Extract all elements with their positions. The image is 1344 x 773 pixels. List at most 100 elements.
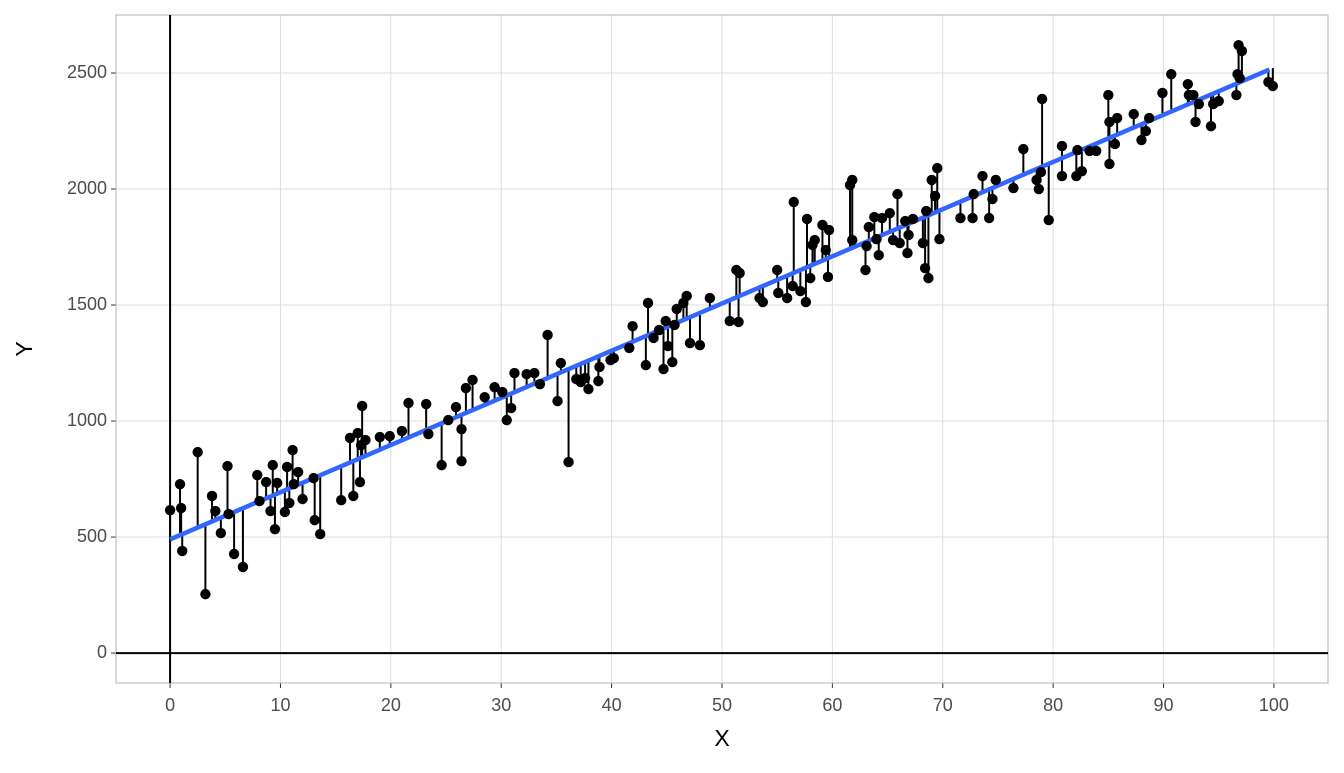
point (344, 432, 356, 444)
point (860, 264, 871, 276)
point (555, 357, 567, 369)
point (467, 374, 478, 386)
point (269, 523, 281, 535)
point (348, 490, 359, 502)
point (681, 290, 692, 302)
point (1008, 182, 1019, 194)
point (192, 446, 203, 458)
point (800, 296, 812, 308)
point (892, 188, 903, 200)
point (847, 174, 858, 186)
x-tick-label: 90 (1154, 695, 1174, 715)
x-tick-label: 10 (270, 695, 290, 715)
point (987, 193, 998, 205)
point (308, 472, 319, 484)
point (177, 545, 188, 557)
point (667, 356, 678, 368)
point (1136, 134, 1147, 146)
point (436, 459, 447, 471)
point (934, 233, 945, 245)
point (210, 505, 221, 517)
point (1103, 89, 1114, 101)
point (1188, 89, 1199, 101)
point (360, 434, 371, 446)
point (627, 320, 638, 332)
point (260, 476, 272, 488)
point (902, 247, 913, 259)
point (1267, 80, 1279, 92)
point (281, 461, 293, 473)
point (1036, 93, 1048, 105)
point (356, 400, 368, 412)
point (1109, 138, 1121, 150)
point (297, 493, 308, 505)
x-tick-label: 30 (491, 695, 511, 715)
point (608, 352, 620, 364)
y-tick-label: 2000 (67, 178, 107, 198)
point (374, 431, 386, 443)
point (309, 514, 320, 526)
point (660, 315, 671, 327)
point (724, 315, 735, 327)
point (884, 207, 895, 219)
point (1140, 125, 1152, 137)
point (509, 367, 520, 379)
point (443, 414, 454, 426)
point (456, 423, 467, 435)
point (396, 425, 408, 437)
x-tick-label: 70 (933, 695, 953, 715)
point (456, 455, 467, 467)
point (1193, 98, 1205, 110)
point (1182, 78, 1194, 90)
point (990, 174, 1001, 186)
point (822, 271, 834, 283)
point (624, 342, 635, 354)
y-tick-label: 500 (77, 526, 107, 546)
point (206, 490, 218, 502)
y-tick-label: 1500 (67, 294, 107, 314)
point (788, 196, 799, 208)
point (1111, 112, 1123, 124)
point (265, 505, 276, 517)
y-tick-label: 1000 (67, 410, 107, 430)
point (653, 324, 665, 336)
point (521, 368, 532, 380)
point (795, 285, 806, 297)
y-tick-label: 2500 (67, 62, 107, 82)
point (873, 249, 884, 261)
x-tick-label: 20 (381, 695, 401, 715)
point (292, 466, 304, 478)
point (1018, 143, 1029, 155)
point (1236, 45, 1248, 57)
point (287, 444, 298, 456)
point (1104, 158, 1115, 170)
point (669, 319, 680, 331)
point (583, 383, 594, 395)
point (279, 506, 291, 518)
point (923, 272, 934, 284)
point (926, 174, 937, 186)
point (164, 504, 176, 516)
point (174, 478, 186, 490)
point (662, 340, 674, 352)
point (1166, 68, 1177, 80)
point (801, 213, 813, 225)
point (489, 381, 500, 393)
point (479, 391, 490, 403)
point (704, 292, 716, 304)
x-tick-label: 40 (602, 695, 622, 715)
point (175, 502, 187, 514)
point (354, 476, 366, 488)
point (420, 398, 432, 410)
point (684, 337, 696, 349)
point (271, 477, 283, 489)
point (501, 414, 512, 426)
point (423, 428, 434, 440)
point (403, 397, 414, 409)
point (1190, 116, 1201, 128)
point (228, 548, 240, 560)
x-tick-label: 60 (822, 695, 842, 715)
point (907, 213, 919, 225)
plot-border (115, 14, 1329, 684)
